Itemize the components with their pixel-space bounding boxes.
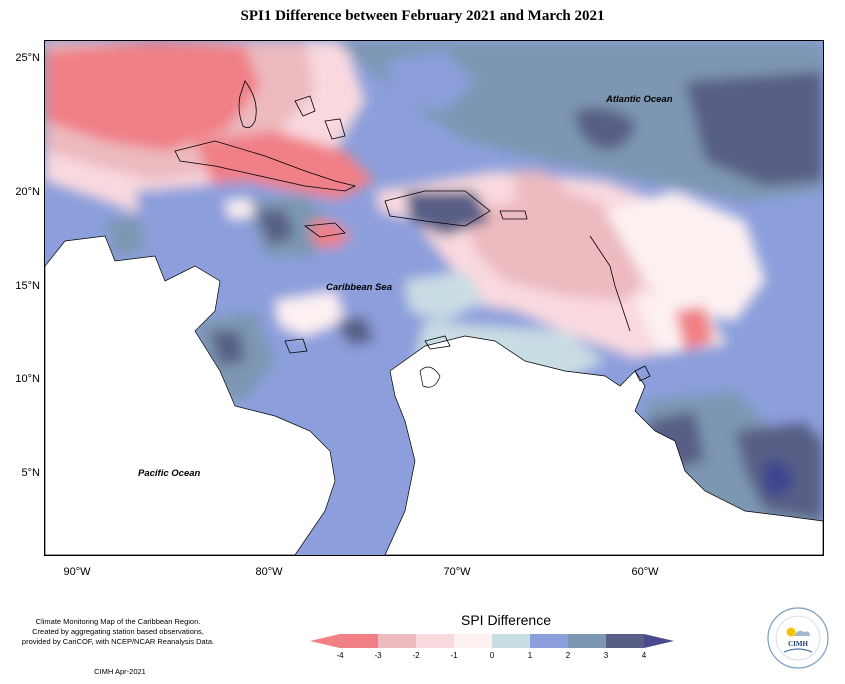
logo-text: CIMH xyxy=(788,640,808,648)
colorbar-tick-label: -4 xyxy=(336,651,344,660)
colorbar-segment xyxy=(416,634,454,648)
lon-label-60w: 60°W xyxy=(631,566,659,578)
cimh-logo: CIMH xyxy=(767,607,829,669)
colorbar-tick-label: -2 xyxy=(412,651,420,660)
credit-line-3: provided by CariCOF, with NCEP/NCAR Rean… xyxy=(21,637,215,646)
legend-title: SPI Difference xyxy=(460,612,551,628)
colorbar-tick-label: 4 xyxy=(641,651,647,660)
land-mass xyxy=(45,235,823,555)
colorbar-segment xyxy=(568,634,606,648)
colorbar-segment xyxy=(606,634,644,648)
atlantic-ocean-label: Atlantic Ocean xyxy=(606,94,673,105)
credit-line-1: Climate Monitoring Map of the Caribbean … xyxy=(35,617,201,626)
sun-icon xyxy=(786,627,796,637)
caribbean-sea-label: Caribbean Sea xyxy=(326,282,392,293)
lat-label-15n: 15°N xyxy=(15,280,40,292)
map-credits: Climate Monitoring Map of the Caribbean … xyxy=(8,617,228,647)
cloud-icon xyxy=(794,630,810,636)
colorbar-tick-label: 1 xyxy=(527,651,533,660)
map-title: SPI1 Difference between February 2021 an… xyxy=(240,8,605,24)
lon-label-80w: 80°W xyxy=(255,566,283,578)
lat-label-5n: 5°N xyxy=(21,467,40,479)
lat-label-10n: 10°N xyxy=(15,373,40,385)
legend-colorbar xyxy=(310,634,674,648)
credit-date: CIMH Apr-2021 xyxy=(94,667,146,676)
colorbar-arrow-low xyxy=(310,634,340,648)
lat-label-20n: 20°N xyxy=(15,186,40,198)
colorbar-tick-label: -3 xyxy=(374,651,382,660)
lat-label-25n: 25°N xyxy=(15,52,40,64)
map-frame xyxy=(44,40,824,556)
colorbar-arrow-high xyxy=(644,634,674,648)
colorbar-tick-label: 3 xyxy=(603,651,609,660)
lon-label-70w: 70°W xyxy=(443,566,471,578)
spi-difference-map xyxy=(45,41,823,555)
colorbar-tick-label: 2 xyxy=(565,651,571,660)
credit-line-2: Created by aggregating station based obs… xyxy=(32,627,204,636)
colorbar-tick-label: 0 xyxy=(489,651,495,660)
colorbar-segment xyxy=(340,634,378,648)
colorbar-segment xyxy=(454,634,492,648)
pacific-ocean-label: Pacific Ocean xyxy=(138,468,201,479)
wave-icon xyxy=(783,648,813,653)
lon-label-90w: 90°W xyxy=(63,566,91,578)
colorbar-segment xyxy=(530,634,568,648)
colorbar-segment xyxy=(492,634,530,648)
island-outlines xyxy=(174,80,651,382)
colorbar-tick-label: -1 xyxy=(450,651,458,660)
colorbar-segment xyxy=(378,634,416,648)
